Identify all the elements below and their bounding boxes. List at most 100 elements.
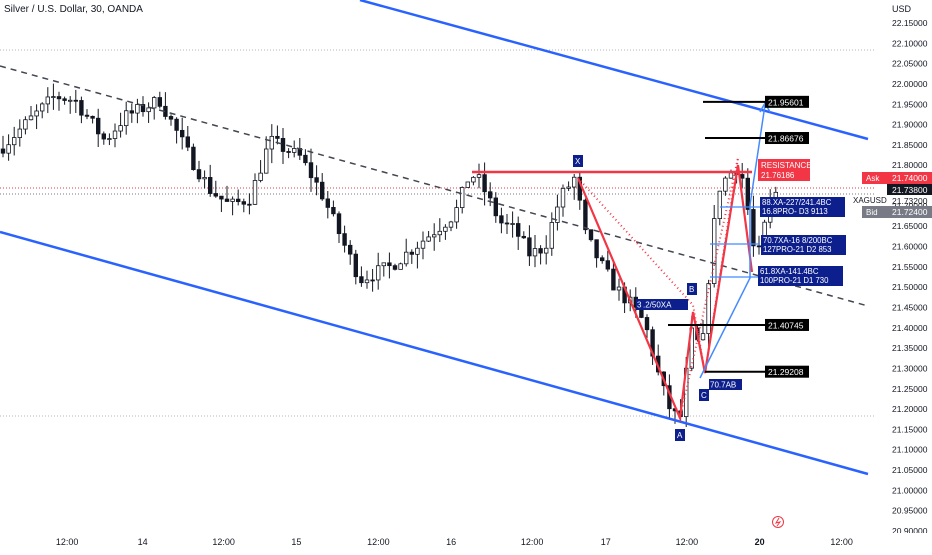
candle xyxy=(600,255,605,264)
candle xyxy=(325,190,330,219)
candle-body xyxy=(118,125,123,132)
candle-body xyxy=(230,198,235,202)
y-tick-label: 22.00000 xyxy=(892,79,928,89)
candle xyxy=(471,176,476,186)
y-tick-label: 22.05000 xyxy=(892,59,928,69)
candle xyxy=(51,83,56,110)
x-tick-label: 15 xyxy=(291,537,301,547)
pattern-point-bg xyxy=(699,389,709,401)
candle xyxy=(280,128,286,165)
candle-body xyxy=(56,96,62,100)
candle-body xyxy=(465,181,470,188)
candle-body xyxy=(409,251,414,255)
candle xyxy=(560,184,566,217)
candle-body xyxy=(431,234,437,238)
candle xyxy=(605,250,610,272)
candle-body xyxy=(616,286,622,291)
candle-body xyxy=(644,317,650,331)
target-box-line2: 16.8PRO- D3 9113 xyxy=(762,207,828,216)
candle-body xyxy=(712,218,717,284)
candle xyxy=(426,231,431,242)
candle-body xyxy=(17,128,22,138)
candle-body xyxy=(700,333,706,341)
price-level-2: 21.40745 xyxy=(668,318,809,331)
candle xyxy=(168,114,174,126)
price-level-label: 21.29208 xyxy=(768,367,804,377)
candle xyxy=(448,220,454,232)
candle-body xyxy=(45,96,50,105)
candle-body xyxy=(269,135,274,150)
y-tick-label: 20.90000 xyxy=(892,526,928,536)
candle xyxy=(532,234,538,268)
candle-body xyxy=(538,248,543,254)
candle-body xyxy=(247,203,252,206)
candle-body xyxy=(314,177,319,183)
pattern-ratio-label: 3 xyxy=(637,301,642,310)
candle xyxy=(196,160,202,183)
candle-body xyxy=(303,154,308,164)
candle-body xyxy=(235,198,241,203)
candle-body xyxy=(549,222,554,249)
candle-body xyxy=(140,104,146,113)
candle-body xyxy=(370,279,375,282)
candle xyxy=(146,102,151,123)
candle xyxy=(745,168,750,215)
candle xyxy=(538,245,543,265)
candle xyxy=(79,96,84,124)
x-tick-label: 12:00 xyxy=(676,537,699,547)
candle-body xyxy=(258,172,263,181)
candle-body xyxy=(151,97,157,109)
y-tick-label: 21.60000 xyxy=(892,242,928,252)
candle-body xyxy=(487,191,493,199)
candle-body xyxy=(756,245,762,248)
candle-body xyxy=(252,180,258,205)
candle-body xyxy=(84,114,90,117)
candle-body xyxy=(179,129,185,138)
candle xyxy=(510,211,515,238)
ask-price-bg xyxy=(887,172,932,184)
candle-body xyxy=(740,174,745,179)
pattern-point-bg xyxy=(675,429,685,441)
candle xyxy=(84,109,90,120)
candle-body xyxy=(706,283,711,335)
target-box-line2: 127PRO-21 D2 853 xyxy=(763,245,831,254)
candle-body xyxy=(196,169,202,180)
resistance-label-bg xyxy=(758,159,810,181)
candle-body xyxy=(280,138,286,152)
y-tick-label: 21.85000 xyxy=(892,140,928,150)
candle xyxy=(213,180,218,198)
price-level-1: 21.86676 xyxy=(705,132,809,145)
candle-body xyxy=(516,223,521,237)
candle-body xyxy=(437,230,442,236)
last-small-price: 21.73200 xyxy=(892,196,928,206)
candle-body xyxy=(364,279,370,284)
candle xyxy=(45,87,50,114)
y-tick-label: 21.05000 xyxy=(892,465,928,475)
candle-body xyxy=(40,103,45,112)
candle xyxy=(140,96,146,117)
price-level-label-bg xyxy=(765,318,809,331)
candle xyxy=(258,160,263,183)
candle-body xyxy=(79,100,84,116)
y-tick-label: 21.80000 xyxy=(892,160,928,170)
y-tick-label: 21.65000 xyxy=(892,221,928,231)
x-axis: 12:00 14 12:00 15 12:00 16 12:00 17 12:00 20 12:00 xyxy=(0,533,932,550)
candle xyxy=(331,200,336,217)
y-axis-unit: USD xyxy=(892,4,912,14)
candle-body xyxy=(493,197,498,217)
candle-body xyxy=(168,116,174,120)
candle xyxy=(28,106,34,121)
pattern-point-c: C xyxy=(699,389,709,401)
candle xyxy=(611,260,616,291)
symbol-label: XAGUSD xyxy=(853,196,887,205)
x-tick-label: 17 xyxy=(601,537,611,547)
candle-body xyxy=(224,198,230,202)
candle xyxy=(381,262,386,277)
candle xyxy=(308,148,314,192)
candle-body xyxy=(600,257,605,262)
candle xyxy=(420,231,426,260)
candle xyxy=(40,102,45,119)
candle-body xyxy=(174,118,179,131)
candle xyxy=(723,176,728,196)
